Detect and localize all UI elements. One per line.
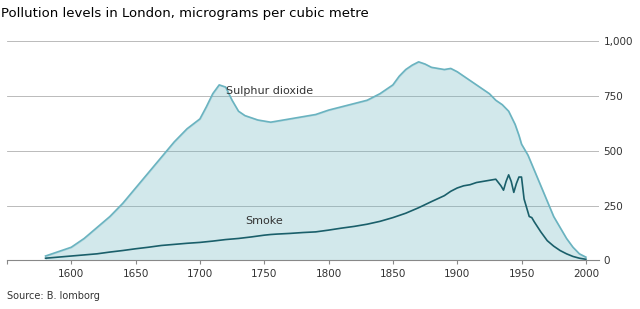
Text: Pollution levels in London, micrograms per cubic metre: Pollution levels in London, micrograms p…	[1, 7, 369, 20]
Text: Smoke: Smoke	[245, 216, 283, 226]
Text: Sulphur dioxide: Sulphur dioxide	[226, 86, 313, 96]
Text: Source: B. lomborg: Source: B. lomborg	[7, 291, 100, 301]
